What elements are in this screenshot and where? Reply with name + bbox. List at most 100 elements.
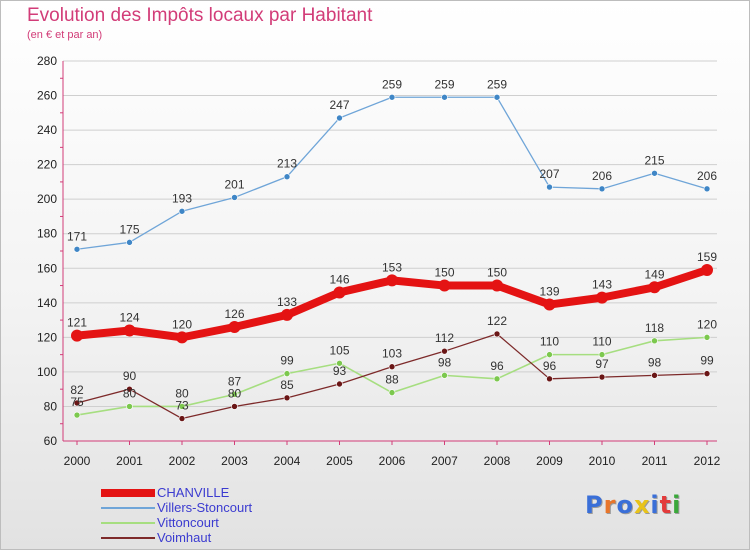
y-tick-label-200: 200 [37,192,57,206]
data-label-vittoncourt-2001: 80 [123,386,137,400]
legend-label-villers-stoncourt: Villers-Stoncourt [157,500,253,515]
x-tick-label-2012: 2012 [694,454,721,468]
data-label-chanville-2000: 121 [67,316,87,330]
point-chanville-2012 [701,264,713,276]
point-villers-stoncourt-2009 [546,183,553,191]
data-label-villers-stoncourt-2003: 201 [224,177,244,191]
point-voimhaut-2007 [441,347,448,355]
chart-title: Evolution des Impôts locaux par Habitant [27,5,373,26]
point-voimhaut-2005 [336,380,343,388]
point-chanville-2002 [176,331,188,344]
point-villers-stoncourt-2010 [598,185,606,193]
point-villers-stoncourt-2000 [73,245,81,253]
y-tick-label-60: 60 [44,434,58,448]
data-label-chanville-2010: 143 [592,278,612,292]
data-label-chanville-2004: 133 [277,295,297,309]
point-vittoncourt-2010 [598,351,606,358]
data-label-vittoncourt-2006: 88 [385,373,399,387]
point-villers-stoncourt-2004 [283,173,291,181]
x-tick-label-2003: 2003 [221,454,248,468]
y-tick-label-240: 240 [37,123,57,137]
point-villers-stoncourt-2011 [651,169,658,177]
point-villers-stoncourt-2008 [493,93,501,101]
point-villers-stoncourt-2007 [441,93,448,101]
point-vittoncourt-2001 [126,403,133,410]
x-tick-label-2010: 2010 [589,454,616,468]
data-label-voimhaut-2006: 103 [382,347,402,361]
legend-label-voimhaut: Voimhaut [157,530,212,545]
logo-letter: r [603,491,617,519]
data-label-chanville-2008: 150 [487,266,507,280]
data-label-villers-stoncourt-2005: 247 [329,98,349,112]
x-tick-label-2004: 2004 [274,454,301,468]
point-vittoncourt-2007 [441,372,448,379]
point-villers-stoncourt-2001 [126,239,133,246]
data-label-villers-stoncourt-2006: 259 [382,77,402,91]
data-label-vittoncourt-2007: 98 [438,355,452,369]
point-voimhaut-2009 [546,375,553,383]
point-voimhaut-2006 [388,363,396,371]
point-voimhaut-2008 [493,330,501,338]
x-tick-label-2007: 2007 [431,454,458,468]
data-label-villers-stoncourt-2008: 259 [487,77,507,91]
data-label-chanville-2001: 124 [119,310,139,324]
data-label-villers-stoncourt-2002: 193 [172,191,192,205]
point-vittoncourt-2011 [651,337,658,345]
point-chanville-2009 [543,298,556,311]
logo-letter: P [585,491,604,519]
data-label-chanville-2009: 139 [539,285,559,299]
data-label-voimhaut-2007: 112 [435,331,454,345]
legend-swatch-vittoncourt [101,522,155,524]
data-label-villers-stoncourt-2012: 206 [697,169,717,183]
point-voimhaut-2002 [178,415,186,422]
logo-letter: t [659,491,673,519]
point-voimhaut-2000 [73,399,81,407]
series-layer [71,93,713,422]
y-tick-label-120: 120 [37,330,57,344]
point-vittoncourt-2000 [73,411,81,419]
x-tick-label-2005: 2005 [326,454,353,468]
point-vittoncourt-2006 [388,389,396,396]
data-label-chanville-2003: 126 [224,307,244,321]
point-chanville-2000 [71,329,83,342]
data-label-vittoncourt-2002: 80 [175,386,189,400]
data-label-chanville-2005: 146 [329,272,349,286]
x-tick-label-2008: 2008 [484,454,511,468]
point-voimhaut-2010 [598,373,606,381]
data-label-chanville-2012: 159 [697,250,717,264]
point-voimhaut-2001 [126,385,133,393]
point-vittoncourt-2012 [703,334,711,341]
legend-swatch-chanville [101,489,155,497]
point-vittoncourt-2008 [493,375,501,383]
point-voimhaut-2004 [283,394,291,402]
point-chanville-2007 [438,279,451,292]
data-label-villers-stoncourt-2004: 213 [277,157,297,171]
y-tick-label-160: 160 [37,261,57,275]
data-label-chanville-2007: 150 [434,266,454,280]
data-label-villers-stoncourt-2011: 215 [644,153,664,167]
point-vittoncourt-2002 [178,403,186,410]
data-label-vittoncourt-2009: 110 [540,335,559,349]
data-label-villers-stoncourt-2001: 175 [119,222,139,236]
data-label-voimhaut-2010: 97 [595,357,609,371]
point-chanville-2011 [648,281,661,294]
logo-letter: x [633,491,651,519]
point-chanville-2003 [228,321,241,333]
y-tick-label-260: 260 [37,89,57,103]
point-chanville-2010 [596,291,608,304]
y-tick-label-100: 100 [37,365,57,379]
point-voimhaut-2003 [231,403,238,410]
data-label-vittoncourt-2008: 96 [490,359,504,373]
point-chanville-2005 [333,286,346,299]
data-label-villers-stoncourt-2007: 259 [434,77,454,91]
data-label-villers-stoncourt-2009: 207 [539,167,559,181]
axis-layer: 60 80 100 120 140 160 180 200 220 240 260 280 2000 20… [37,54,721,468]
data-label-chanville-2006: 153 [382,260,402,274]
data-label-voimhaut-2009: 96 [543,359,557,373]
data-label-vittoncourt-2011: 118 [645,321,664,335]
legend-swatch-villers-stoncourt [101,507,155,509]
data-label-villers-stoncourt-2000: 171 [67,229,87,243]
data-label-vittoncourt-2010: 110 [592,335,611,349]
